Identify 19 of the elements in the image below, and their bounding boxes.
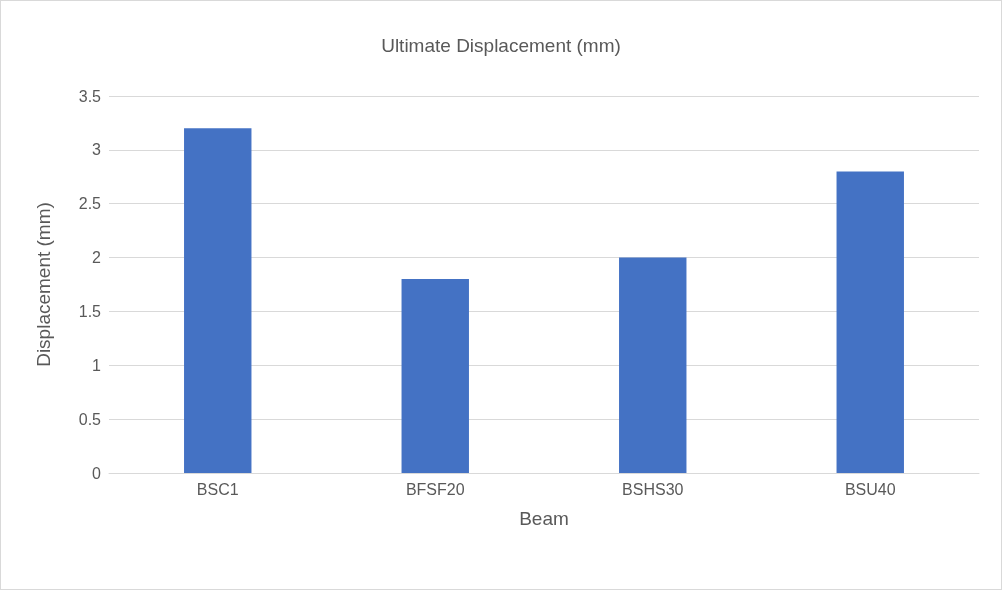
y-tick-label: 3.5 bbox=[78, 87, 102, 105]
x-tick-label: BSHS30 bbox=[622, 480, 684, 498]
y-tick-label: 3 bbox=[92, 141, 102, 159]
x-tick-label: BSC1 bbox=[196, 480, 239, 498]
y-tick-label: 0.5 bbox=[78, 410, 102, 428]
y-tick-label: 2 bbox=[92, 249, 102, 267]
y-axis-title: Displacement (mm) bbox=[33, 202, 54, 367]
y-tick-label: 1 bbox=[92, 356, 102, 374]
bar bbox=[401, 279, 469, 473]
y-tick-label: 2.5 bbox=[78, 195, 102, 213]
chart-title: Ultimate Displacement (mm) bbox=[381, 35, 621, 56]
x-tick-label: BFSF20 bbox=[405, 480, 465, 498]
y-tick-label: 0 bbox=[92, 464, 102, 482]
bar bbox=[184, 128, 252, 473]
x-axis-title: Beam bbox=[519, 508, 569, 529]
bar bbox=[836, 171, 904, 473]
x-tick-label: BSU40 bbox=[844, 480, 896, 498]
y-tick-label: 1.5 bbox=[78, 302, 102, 320]
bar bbox=[619, 257, 687, 473]
